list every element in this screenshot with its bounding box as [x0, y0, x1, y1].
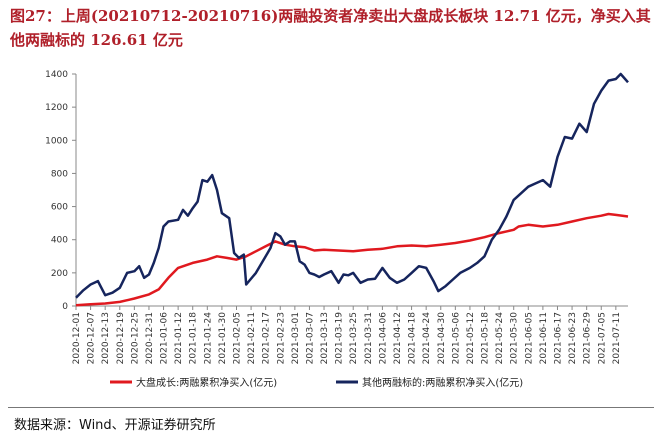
x-tick-label: 2021-02-17: [262, 312, 272, 364]
x-tick-label: 2021-02-23: [276, 312, 286, 364]
x-tick-label: 2021-01-24: [203, 312, 213, 365]
x-tick-label: 2021-06-23: [568, 312, 578, 364]
x-tick-label: 2021-06-29: [583, 312, 593, 365]
x-tick-label: 2021-03-25: [349, 312, 359, 364]
source-note: 数据来源：Wind、开源证券研究所: [14, 418, 216, 433]
x-tick-label: 2021-04-24: [422, 312, 432, 365]
legend-label-2: 其他两融标的:两融累积净买入(亿元): [362, 376, 523, 389]
y-tick-label: 0: [62, 302, 68, 312]
x-tick-label: 2021-01-12: [174, 312, 184, 364]
y-tick-label: 1200: [45, 103, 68, 113]
x-tick-label: 2021-05-06: [451, 312, 461, 365]
x-tick-label: 2021-03-07: [305, 312, 315, 364]
chart-area: 0 200 400 600 800 1000 1200 1400 2020-12-01 2020-…: [0, 56, 662, 404]
x-tick-label: 2021-01-18: [189, 312, 199, 365]
x-tick-label: 2021-04-18: [408, 312, 418, 365]
divider: [8, 407, 654, 408]
x-tick-label: 2021-03-31: [364, 312, 374, 364]
x-tick-label: 2021-04-12: [393, 312, 403, 364]
x-tick-label: 2020-12-01: [72, 312, 82, 364]
x-tick-label: 2021-04-06: [378, 312, 388, 365]
y-tick-label: 1000: [45, 136, 68, 146]
x-tick-label: 2021-06-11: [539, 312, 549, 364]
y-tick-label: 600: [51, 203, 68, 213]
x-tick-label: 2021-06-17: [553, 312, 563, 364]
y-tick-label: 200: [51, 269, 68, 279]
x-tick-label: 2021-02-11: [247, 312, 257, 364]
x-tick-label: 2021-06-05: [524, 312, 534, 364]
x-tick-label: 2021-07-05: [597, 312, 607, 364]
x-tick-label: 2021-03-13: [320, 312, 330, 364]
line-chart: 0 200 400 600 800 1000 1200 1400 2020-12-01 2020-…: [45, 70, 629, 389]
x-tick-label: 2021-07-11: [612, 312, 622, 364]
x-tick-label: 2021-02-05: [232, 312, 242, 364]
y-tick-label: 1400: [45, 70, 68, 80]
x-tick-label: 2021-01-06: [160, 312, 170, 365]
series-line-1: [75, 212, 629, 307]
y-tick-label: 400: [51, 236, 68, 246]
series-line-2: [75, 72, 629, 299]
y-tick-label: 800: [51, 169, 68, 179]
x-tick-label: 2021-03-01: [291, 312, 301, 364]
legend-label-1: 大盘成长:两融累积净买入(亿元): [136, 376, 277, 389]
x-tick-label: 2020-12-25: [130, 312, 140, 364]
x-tick-label: 2021-05-30: [510, 312, 520, 365]
x-tick-label: 2020-12-07: [87, 312, 97, 364]
x-tick-label: 2021-05-18: [481, 312, 491, 365]
x-tick-label: 2021-05-24: [495, 312, 505, 365]
x-tick-label: 2020-12-31: [145, 312, 155, 364]
x-tick-label: 2021-01-30: [218, 312, 228, 365]
x-tick-label: 2021-03-19: [335, 312, 345, 365]
chart-title: 图27：上周(20210712-20210716)两融投资者净卖出大盘成长板块 …: [10, 7, 651, 49]
x-tick-label: 2021-05-12: [466, 312, 476, 364]
x-tick-label: 2020-12-13: [101, 312, 111, 364]
x-tick-label: 2021-04-30: [437, 312, 447, 365]
x-tick-label: 2020-12-19: [116, 312, 126, 365]
